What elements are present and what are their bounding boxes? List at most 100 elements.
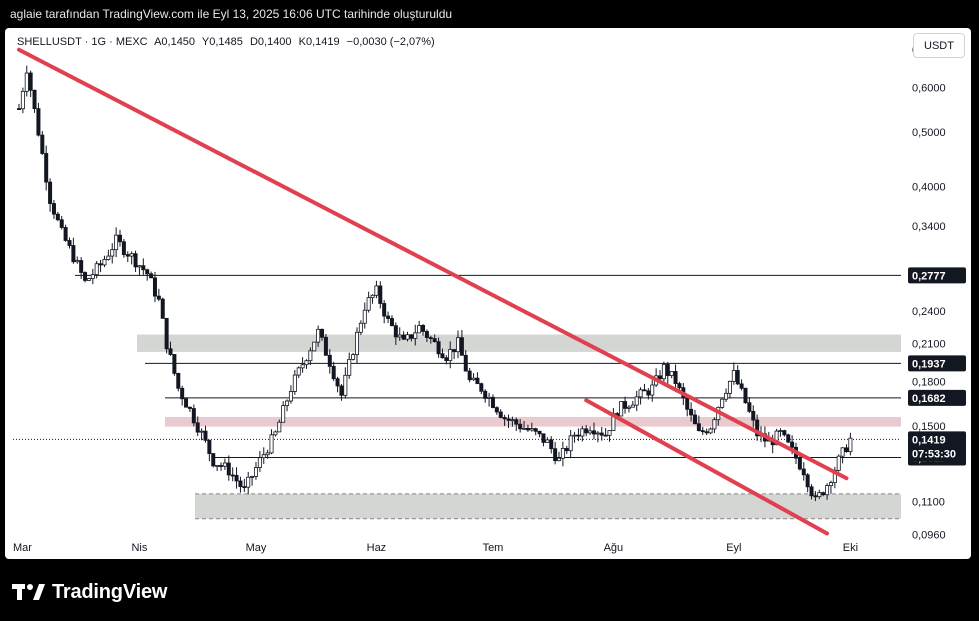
candle-body [459,337,464,356]
candle-body [471,377,476,381]
candle-body [560,448,565,459]
candle-body [226,462,231,476]
y-tick-label: 0,5000 [912,127,946,139]
candle-body [106,255,111,260]
candle-body [300,364,305,369]
candle-body [292,374,297,392]
candle-body [755,419,760,437]
candle-body [790,441,795,448]
candle-body [288,391,293,402]
candle-body [296,367,301,376]
y-tick-label: 0,2400 [912,306,946,318]
candle-body [180,387,185,400]
candle-body [118,234,123,243]
candle-body [782,430,787,436]
candle-body [308,350,313,362]
candle-body [358,322,363,333]
symbol-legend: SHELLUSDT · 1G · MEXC A0,1450 Y0,1485 D0… [17,36,439,48]
candle-body [389,318,394,327]
candle-body [59,219,64,228]
candle-body [320,328,325,338]
candle-body [187,406,192,409]
candle-body [133,253,138,268]
candle-body [125,254,130,257]
candle-body [844,447,849,453]
candle-body [502,417,507,420]
candle-body [203,430,208,441]
candle-body [195,422,200,433]
candle-body [265,452,270,456]
candle-body [479,383,484,392]
currency-button[interactable]: USDT [913,33,965,58]
x-tick-label: Tem [483,542,504,554]
candle-body [172,354,177,374]
candle-body [102,259,107,266]
zones-layer [137,334,901,520]
candle-body [801,468,806,476]
candle-body [32,89,37,110]
level-label-2-text: 0,1682 [912,393,946,405]
x-tick-label: Haz [367,542,387,554]
candle-body [677,383,682,389]
candle-body [529,428,534,431]
candle-body [374,285,379,296]
candle-body [704,431,709,434]
candle-body [121,241,126,255]
candle-body [467,370,472,381]
candle-body [724,392,729,400]
y-tick-label: 0,4000 [912,181,946,193]
candle-body [428,337,433,339]
candle-body [176,372,181,389]
candle-body [110,249,115,257]
candle-body [351,354,356,360]
candle-body [86,278,91,281]
candle-body [164,317,169,350]
candle-body [708,428,713,434]
candle-body [94,263,99,276]
candle-body [238,480,243,487]
price-chart[interactable]: 0,70000,60000,50000,40000,34000,24000,21… [5,28,971,559]
candle-body [584,428,589,434]
candle-body [79,260,84,273]
candle-body [16,108,21,111]
candle-body [817,492,822,498]
attribution-text: aglaie tarafından TradingView.com ile Ey… [10,7,453,21]
candle-body [281,405,286,423]
candle-body [207,439,212,454]
candle-body [661,364,666,380]
candle-body [444,357,449,362]
candle-body [591,430,596,435]
candle-body [199,430,204,433]
candle-body [339,385,344,396]
candle-body [250,476,255,478]
candle-body [405,334,410,340]
candle-body [48,181,53,204]
level-label-1-text: 0,1937 [912,358,946,370]
candle-body [673,371,678,384]
zone-red-1 [165,416,901,427]
candle-body [261,454,266,459]
level-label-0-bg [908,267,966,284]
candle-body [269,434,274,454]
x-tick-label: Ağu [604,542,624,554]
candle-body [735,370,740,385]
candle-body [685,397,690,410]
level-label-1-bg [908,355,966,372]
candle-body [51,203,56,215]
candle-body [805,474,810,488]
candle-body [786,434,791,443]
candle-body [440,353,445,359]
candle-body [421,325,426,332]
candle-body [378,285,383,304]
chart-panel[interactable]: 0,70000,60000,50000,40000,34000,24000,21… [5,28,971,559]
candle-body [343,374,348,396]
candle-body [712,419,717,430]
brand-name: TradingView [52,580,168,603]
candle-body [595,432,600,435]
trendline-1 [584,398,830,536]
legend-low: D0,1400 [249,36,292,48]
candle-body [455,337,460,353]
candle-body [277,421,282,433]
legend-change: −0,0030 (−2,07%) [346,36,435,48]
last-price-label-text: 07:53:30 [912,448,956,460]
